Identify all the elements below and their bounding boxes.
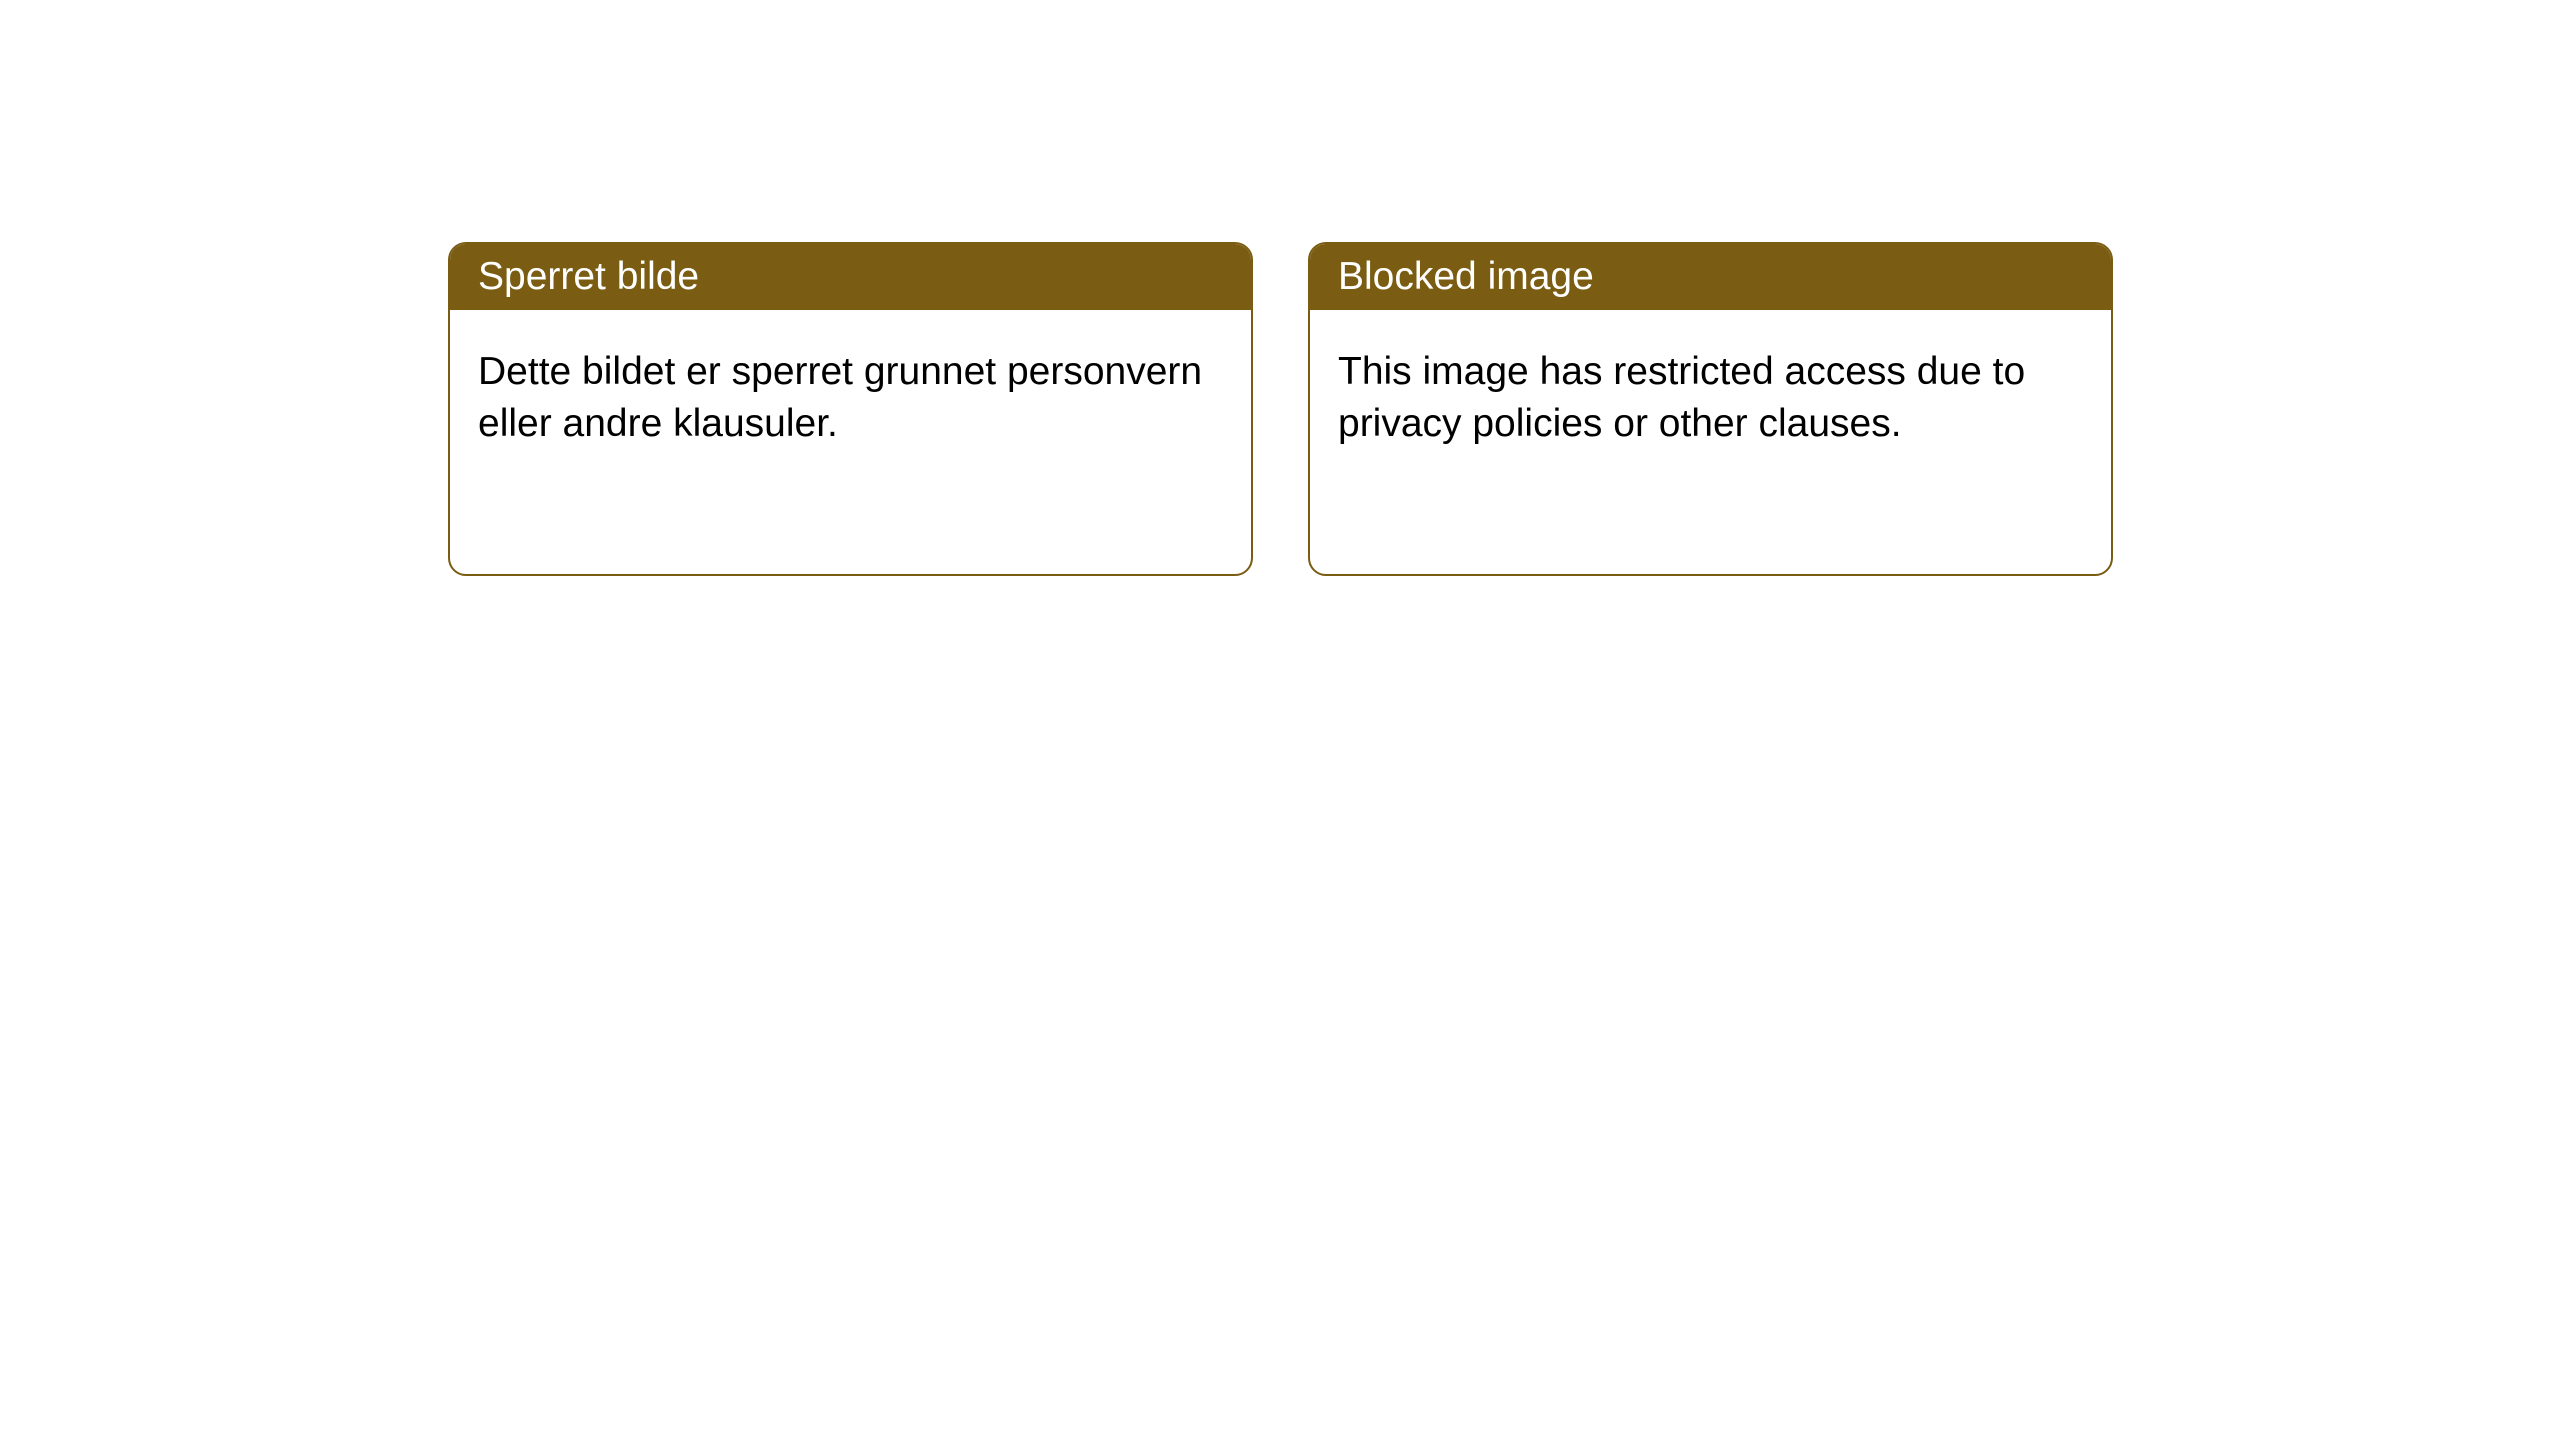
card-body: Dette bildet er sperret grunnet personve…: [450, 310, 1251, 487]
card-header: Blocked image: [1310, 244, 2111, 310]
card-title: Blocked image: [1338, 255, 1594, 298]
blocked-image-card-en: Blocked image This image has restricted …: [1308, 242, 2113, 576]
blocked-image-card-no: Sperret bilde Dette bildet er sperret gr…: [448, 242, 1253, 576]
card-body-text: Dette bildet er sperret grunnet personve…: [478, 350, 1202, 445]
cards-container: Sperret bilde Dette bildet er sperret gr…: [0, 0, 2560, 576]
card-title: Sperret bilde: [478, 255, 699, 298]
card-body-text: This image has restricted access due to …: [1338, 350, 2025, 445]
card-header: Sperret bilde: [450, 244, 1251, 310]
card-body: This image has restricted access due to …: [1310, 310, 2111, 487]
